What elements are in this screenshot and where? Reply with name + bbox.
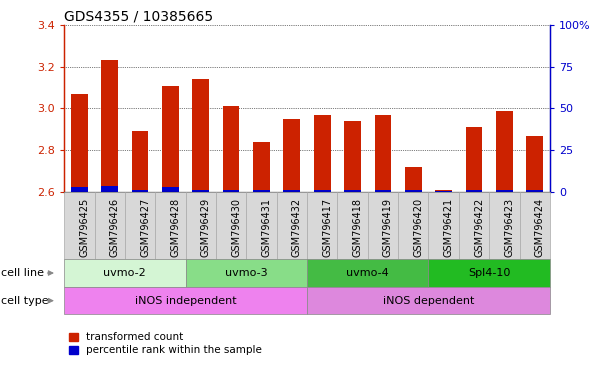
Bar	[284, 190, 300, 192]
Bar	[71, 187, 88, 192]
Text: uvmo-3: uvmo-3	[225, 268, 268, 278]
Text: GSM796427: GSM796427	[140, 198, 150, 257]
Bar	[526, 136, 543, 192]
Bar	[496, 190, 513, 192]
Bar	[284, 119, 300, 192]
Bar	[314, 190, 331, 192]
Text: GSM796429: GSM796429	[201, 198, 211, 257]
Text: iNOS independent: iNOS independent	[135, 296, 236, 306]
Bar	[375, 190, 391, 192]
Text: GSM796428: GSM796428	[170, 198, 180, 257]
Bar	[101, 186, 118, 192]
Bar	[253, 142, 270, 192]
Bar	[162, 187, 179, 192]
Text: GSM796420: GSM796420	[413, 198, 423, 257]
Bar	[344, 121, 361, 192]
Text: uvmo-2: uvmo-2	[103, 268, 146, 278]
Text: cell line: cell line	[1, 268, 43, 278]
Text: GSM796418: GSM796418	[353, 198, 362, 257]
Text: GSM796432: GSM796432	[292, 198, 302, 257]
Text: GSM796422: GSM796422	[474, 198, 484, 257]
Text: GSM796431: GSM796431	[262, 198, 271, 257]
Bar	[466, 190, 482, 192]
Bar	[101, 60, 118, 192]
Bar	[132, 131, 148, 192]
Text: GSM796421: GSM796421	[444, 198, 453, 257]
Legend: transformed count, percentile rank within the sample: transformed count, percentile rank withi…	[70, 332, 262, 355]
Text: GSM796423: GSM796423	[504, 198, 514, 257]
Text: GSM796430: GSM796430	[231, 198, 241, 257]
Bar	[466, 127, 482, 192]
Text: iNOS dependent: iNOS dependent	[382, 296, 474, 306]
Bar	[405, 167, 422, 192]
Text: cell type: cell type	[1, 296, 48, 306]
Bar	[253, 190, 270, 192]
Bar	[526, 190, 543, 192]
Text: GSM796424: GSM796424	[535, 198, 545, 257]
Bar	[192, 79, 209, 192]
Bar	[405, 190, 422, 192]
Bar	[314, 115, 331, 192]
Bar	[496, 111, 513, 192]
Bar	[344, 190, 361, 192]
Bar	[71, 94, 88, 192]
Text: GDS4355 / 10385665: GDS4355 / 10385665	[64, 10, 213, 23]
Bar	[162, 86, 179, 192]
Text: GSM796417: GSM796417	[322, 198, 332, 257]
Bar	[435, 190, 452, 192]
Bar	[223, 106, 240, 192]
Bar	[375, 115, 391, 192]
Text: uvmo-4: uvmo-4	[346, 268, 389, 278]
Bar	[132, 190, 148, 192]
Bar	[435, 191, 452, 192]
Text: GSM796425: GSM796425	[79, 198, 89, 257]
Text: GSM796426: GSM796426	[110, 198, 120, 257]
Bar	[223, 190, 240, 192]
Text: Spl4-10: Spl4-10	[468, 268, 510, 278]
Text: GSM796419: GSM796419	[383, 198, 393, 257]
Bar	[192, 190, 209, 192]
